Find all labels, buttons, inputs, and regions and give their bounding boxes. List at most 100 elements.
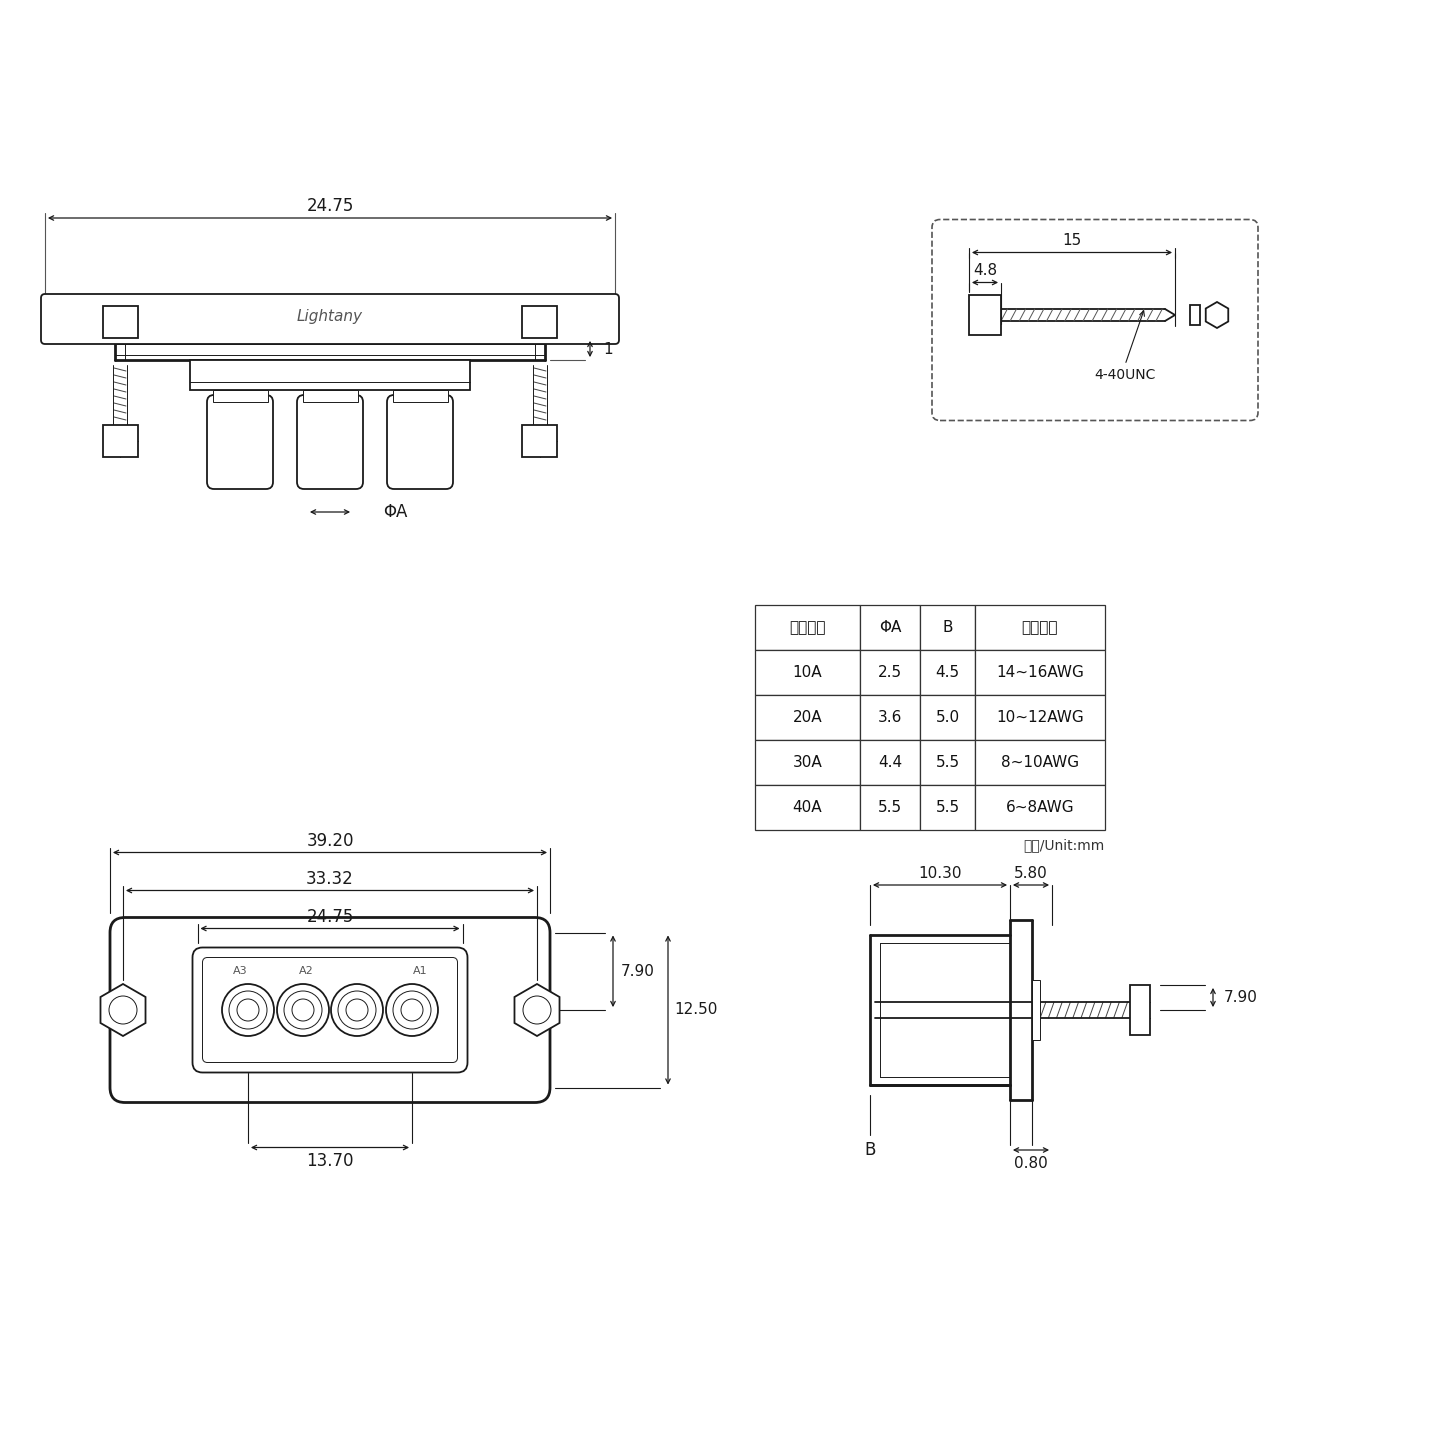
Text: 8~10AWG: 8~10AWG xyxy=(1001,755,1079,770)
Bar xyxy=(102,425,137,456)
Text: 0.80: 0.80 xyxy=(1014,1156,1048,1172)
Bar xyxy=(860,605,920,649)
Bar xyxy=(920,696,975,740)
Text: 30A: 30A xyxy=(792,755,822,770)
FancyBboxPatch shape xyxy=(387,395,454,490)
Bar xyxy=(975,785,1104,829)
Bar xyxy=(860,649,920,696)
Text: B: B xyxy=(864,1140,876,1159)
Text: 4-40UNC: 4-40UNC xyxy=(1094,369,1156,382)
FancyBboxPatch shape xyxy=(297,395,363,490)
Bar xyxy=(755,785,860,829)
Text: 6~8AWG: 6~8AWG xyxy=(1005,801,1074,815)
Bar xyxy=(1032,981,1040,1040)
Text: 33.32: 33.32 xyxy=(307,870,354,887)
Circle shape xyxy=(222,984,274,1035)
Text: ΦA: ΦA xyxy=(383,503,408,521)
Bar xyxy=(523,307,557,338)
Circle shape xyxy=(331,984,383,1035)
Polygon shape xyxy=(1205,302,1228,328)
Bar xyxy=(190,360,469,390)
Circle shape xyxy=(346,999,369,1021)
Bar xyxy=(755,649,860,696)
Circle shape xyxy=(292,999,314,1021)
Text: A1: A1 xyxy=(413,966,428,976)
Circle shape xyxy=(386,984,438,1035)
Bar xyxy=(102,307,137,338)
Text: 单位/Unit:mm: 单位/Unit:mm xyxy=(1024,838,1104,852)
Bar xyxy=(213,390,268,402)
Bar xyxy=(920,649,975,696)
Text: 1: 1 xyxy=(603,341,613,357)
Text: Lightany: Lightany xyxy=(308,1005,392,1024)
Circle shape xyxy=(338,991,376,1030)
Bar xyxy=(755,740,860,785)
Bar xyxy=(393,390,448,402)
FancyBboxPatch shape xyxy=(932,219,1259,420)
Text: 2.5: 2.5 xyxy=(878,665,901,680)
Bar xyxy=(920,605,975,649)
Circle shape xyxy=(229,991,266,1030)
FancyBboxPatch shape xyxy=(203,958,458,1063)
Bar xyxy=(975,605,1104,649)
Circle shape xyxy=(276,984,328,1035)
Text: 7.90: 7.90 xyxy=(621,963,655,979)
Bar xyxy=(755,696,860,740)
Text: 24.75: 24.75 xyxy=(307,197,354,215)
Polygon shape xyxy=(514,984,560,1035)
Text: 10~12AWG: 10~12AWG xyxy=(996,710,1084,724)
FancyBboxPatch shape xyxy=(193,948,468,1073)
Circle shape xyxy=(284,991,323,1030)
Text: 14~16AWG: 14~16AWG xyxy=(996,665,1084,680)
Bar xyxy=(975,649,1104,696)
Text: 5.5: 5.5 xyxy=(936,801,959,815)
Text: ΦA: ΦA xyxy=(878,621,901,635)
Bar xyxy=(975,740,1104,785)
Text: 4.5: 4.5 xyxy=(936,665,959,680)
Text: 24.75: 24.75 xyxy=(307,907,354,926)
FancyBboxPatch shape xyxy=(207,395,274,490)
FancyBboxPatch shape xyxy=(109,917,550,1103)
Text: 5.0: 5.0 xyxy=(936,710,959,724)
Bar xyxy=(860,740,920,785)
Text: 3.6: 3.6 xyxy=(878,710,903,724)
Bar xyxy=(975,696,1104,740)
Text: 39.20: 39.20 xyxy=(307,831,354,850)
Circle shape xyxy=(400,999,423,1021)
Text: 5.5: 5.5 xyxy=(878,801,901,815)
Text: 40A: 40A xyxy=(792,801,822,815)
Text: 13.70: 13.70 xyxy=(307,1152,354,1171)
Circle shape xyxy=(109,996,137,1024)
Text: 5.5: 5.5 xyxy=(936,755,959,770)
Text: 线材规格: 线材规格 xyxy=(1022,621,1058,635)
Text: A3: A3 xyxy=(233,966,248,976)
Circle shape xyxy=(393,991,431,1030)
Bar xyxy=(1189,305,1200,325)
Text: 10A: 10A xyxy=(792,665,822,680)
FancyBboxPatch shape xyxy=(40,294,619,344)
Text: 7.90: 7.90 xyxy=(1224,991,1259,1005)
Bar xyxy=(969,295,1001,336)
Polygon shape xyxy=(101,984,145,1035)
Text: A2: A2 xyxy=(298,966,314,976)
Text: 10.30: 10.30 xyxy=(919,865,962,880)
Bar xyxy=(302,390,357,402)
Bar xyxy=(920,785,975,829)
Text: 5.80: 5.80 xyxy=(1014,865,1048,880)
Bar xyxy=(920,740,975,785)
Bar xyxy=(755,605,860,649)
Text: B: B xyxy=(942,621,953,635)
Text: 12.50: 12.50 xyxy=(674,1002,717,1018)
Bar xyxy=(860,785,920,829)
Text: Lightany: Lightany xyxy=(297,308,363,324)
Text: 4.8: 4.8 xyxy=(973,264,996,278)
Bar xyxy=(523,425,557,456)
Text: 4.4: 4.4 xyxy=(878,755,901,770)
Text: 额定电流: 额定电流 xyxy=(789,621,825,635)
Circle shape xyxy=(238,999,259,1021)
Text: 20A: 20A xyxy=(792,710,822,724)
Circle shape xyxy=(523,996,552,1024)
Text: 15: 15 xyxy=(1063,233,1081,248)
Bar xyxy=(1130,985,1151,1035)
Bar xyxy=(860,696,920,740)
